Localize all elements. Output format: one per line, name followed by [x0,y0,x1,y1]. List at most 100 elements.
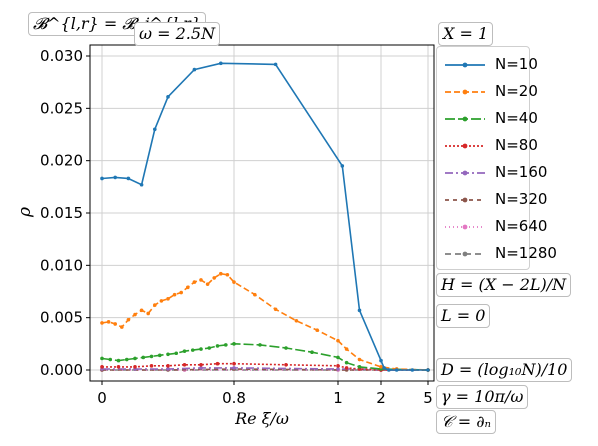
data-point [379,365,383,369]
data-point [108,357,113,362]
data-point [124,357,129,362]
legend-swatch [445,170,485,176]
data-point [100,356,104,361]
legend-swatch [445,224,485,230]
data-point [157,353,162,358]
data-point [232,280,236,284]
legend-label: N=40 [495,109,538,127]
d-param-label: D = (log₁₀N)/10 [441,360,568,379]
series-n-10 [100,61,430,372]
legend-swatch [445,251,485,257]
data-point [284,346,288,350]
data-point [219,271,223,276]
x-tick-label: 2 [376,389,386,407]
data-point [186,285,190,290]
data-point [159,299,164,303]
legend-label: N=80 [495,136,538,154]
legend-swatch [445,62,485,68]
legend-label: N=640 [495,217,548,235]
omega-annotation: ω = 2.5N [134,22,221,46]
h-param-annotation: H = (X − 2L)/N [436,273,572,297]
legend-entry: N=160 [437,161,547,185]
data-point [207,346,212,350]
data-point [273,307,278,312]
data-point [340,164,345,168]
data-point [284,362,288,367]
legend-swatch [445,197,485,203]
data-point [100,365,104,369]
data-point [232,366,236,370]
data-point [126,317,131,322]
data-point [336,364,340,368]
x-axis-label: Re ξ/ω [234,409,289,428]
data-point [219,61,223,66]
data-point [149,364,154,368]
c-param-annotation: 𝒞 = ∂ₙ [436,410,496,434]
y-axis-label: ρ [15,207,35,218]
legend-label: N=20 [495,82,538,100]
x-param-annotation: X = 1 [438,22,494,46]
data-point [357,308,362,313]
data-point [116,365,121,369]
data-point [212,276,216,280]
h-param-label: H = (X − 2L)/N [441,275,567,294]
data-point [273,62,278,67]
gamma-param-label: γ = 10π/ω [441,387,524,406]
data-point [139,308,144,313]
legend-swatch [445,143,485,149]
data-point [357,365,362,369]
legend-label: N=1280 [495,244,557,262]
x-tick-label: 0.8 [222,389,246,407]
legend-label: N=10 [495,55,538,73]
y-tick-label: 0.030 [40,47,83,65]
x-tick-label: 1 [333,389,343,407]
data-point [232,361,236,366]
data-point [166,367,170,371]
data-point [192,280,197,284]
data-point [294,319,299,323]
data-point [223,343,228,347]
data-point [133,312,137,317]
series-layer [100,61,430,372]
data-point [344,366,349,370]
data-point [190,348,195,352]
series-line [101,62,428,371]
legend-entry: N=10 [437,53,538,77]
data-point [344,360,349,365]
data-point [382,366,386,370]
data-point [394,368,399,372]
x-tick-label: 5 [423,389,433,407]
data-point [174,351,179,356]
data-point [357,357,362,362]
data-point [113,322,117,326]
series-n-40 [100,342,430,372]
data-point [126,176,131,181]
legend-entry: N=1280 [437,242,557,266]
data-point [336,367,340,371]
data-point [139,182,144,187]
legend-label: N=320 [495,190,548,208]
data-point [182,349,187,353]
y-tick-labels: 0.000 0.005 0.010 0.015 0.020 0.025 0.030 [40,47,90,379]
data-point [182,362,187,367]
data-point [149,354,154,359]
data-point [133,365,137,369]
y-tick-label: 0.025 [40,99,83,117]
data-point [172,292,177,297]
data-point [336,338,340,343]
legend-entry: N=80 [437,134,538,158]
data-point [310,350,314,355]
data-point [120,325,124,329]
x-param-label: X = 1 [443,24,489,43]
data-point [258,343,262,347]
data-point [166,352,170,357]
data-point [225,272,230,277]
data-point [199,366,203,370]
c-param-label: 𝒞 = ∂ₙ [441,412,491,431]
y-tick-label: 0.015 [40,204,83,222]
data-point [133,356,137,361]
series-n-80 [100,361,430,372]
series-line [102,362,428,371]
omega-label: ω = 2.5N [139,24,216,43]
